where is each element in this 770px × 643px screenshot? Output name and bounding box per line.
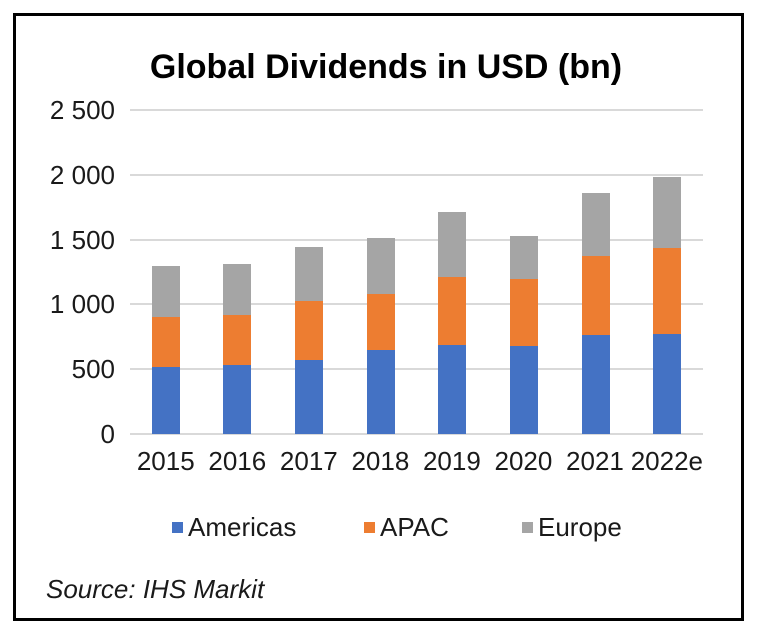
- bar-stack: [509, 110, 538, 434]
- bar-segment-americas-2022e: [653, 333, 682, 434]
- bar-stack: [366, 110, 395, 434]
- y-tick-label: 1 500: [49, 224, 115, 255]
- plot-area: [130, 109, 703, 435]
- bar-segment-europe-2015: [151, 266, 180, 317]
- gridline: [130, 173, 703, 176]
- x-tick-label-2015: 2015: [136, 446, 195, 476]
- x-tick-label-2016: 2016: [208, 446, 267, 476]
- bar-column-2018: [345, 110, 417, 434]
- x-tick-label-2017: 2017: [279, 446, 338, 476]
- source-note: Source: IHS Markit: [46, 574, 265, 604]
- bar-segment-americas-2021: [581, 334, 610, 434]
- bar-segment-apac-2019: [438, 277, 467, 346]
- bar-segment-americas-2016: [223, 364, 252, 434]
- bar-column-2020: [488, 110, 560, 434]
- bar-segment-apac-2015: [151, 316, 180, 367]
- bar-stack: [151, 110, 180, 434]
- bar-segment-americas-2020: [509, 345, 538, 434]
- bar-segment-europe-2019: [438, 211, 467, 278]
- x-tick-label-2020: 2020: [494, 446, 553, 476]
- x-tick-label-2018: 2018: [351, 446, 410, 476]
- bar-segment-europe-2020: [509, 235, 538, 280]
- bar-segment-apac-2021: [581, 255, 610, 335]
- legend: Americas APAC Europe: [0, 512, 770, 544]
- bar-column-2022e: [631, 110, 703, 434]
- legend-item-americas: Americas: [172, 512, 296, 542]
- bar-column-2015: [130, 110, 202, 434]
- legend-label: Americas: [188, 512, 297, 542]
- bars: [130, 110, 703, 434]
- bar-stack: [295, 110, 324, 434]
- bar-column-2016: [202, 110, 274, 434]
- bar-segment-europe-2022e: [653, 177, 682, 249]
- gridline: [130, 368, 703, 371]
- bar-segment-americas-2018: [366, 350, 395, 434]
- bar-stack: [223, 110, 252, 434]
- gridline: [130, 109, 703, 111]
- bar-segment-americas-2019: [438, 345, 467, 434]
- bar-segment-apac-2018: [366, 294, 395, 351]
- legend-label: Europe: [538, 512, 622, 542]
- bar-column-2019: [417, 110, 489, 434]
- bar-segment-europe-2018: [366, 237, 395, 295]
- bar-segment-apac-2017: [295, 300, 324, 361]
- chart-title: Global Dividends in USD (bn): [149, 48, 623, 86]
- bar-segment-americas-2015: [151, 366, 180, 434]
- bar-segment-apac-2020: [509, 279, 538, 346]
- y-tick-label: 1 000: [49, 289, 115, 320]
- x-tick-label-2022e: 2022e: [630, 446, 704, 476]
- y-axis: 0 500 1 000 1 500 2 000 2 500: [0, 97, 115, 447]
- legend-label: APAC: [380, 512, 449, 542]
- x-tick-label-2019: 2019: [422, 446, 481, 476]
- bar-stack: [581, 110, 610, 434]
- gridline: [130, 433, 703, 435]
- bar-stack: [438, 110, 467, 434]
- y-tick-label: 2 000: [49, 159, 115, 190]
- bar-segment-americas-2017: [295, 360, 324, 434]
- y-tick-label: 0: [100, 419, 115, 449]
- gridline: [130, 238, 703, 241]
- bar-segment-apac-2016: [223, 314, 252, 365]
- legend-swatch-icon: [522, 521, 533, 533]
- bar-column-2021: [560, 110, 632, 434]
- bar-segment-apac-2022e: [653, 248, 682, 334]
- bar-segment-europe-2017: [295, 247, 324, 301]
- y-tick-label: 500: [71, 354, 115, 385]
- legend-item-apac: APAC: [364, 512, 449, 542]
- legend-swatch-icon: [364, 521, 375, 533]
- x-tick-label-2021: 2021: [566, 446, 624, 476]
- x-axis: 2015 2016 2017 2018 2019 2020 2021 2022e: [130, 446, 703, 476]
- bar-segment-europe-2021: [581, 192, 610, 256]
- y-tick-label: 2 500: [49, 95, 115, 125]
- bar-segment-europe-2016: [223, 264, 252, 315]
- gridline: [130, 303, 703, 306]
- bar-column-2017: [273, 110, 345, 434]
- legend-item-europe: Europe: [522, 512, 622, 542]
- bar-stack: [653, 110, 682, 434]
- legend-swatch-icon: [172, 521, 183, 533]
